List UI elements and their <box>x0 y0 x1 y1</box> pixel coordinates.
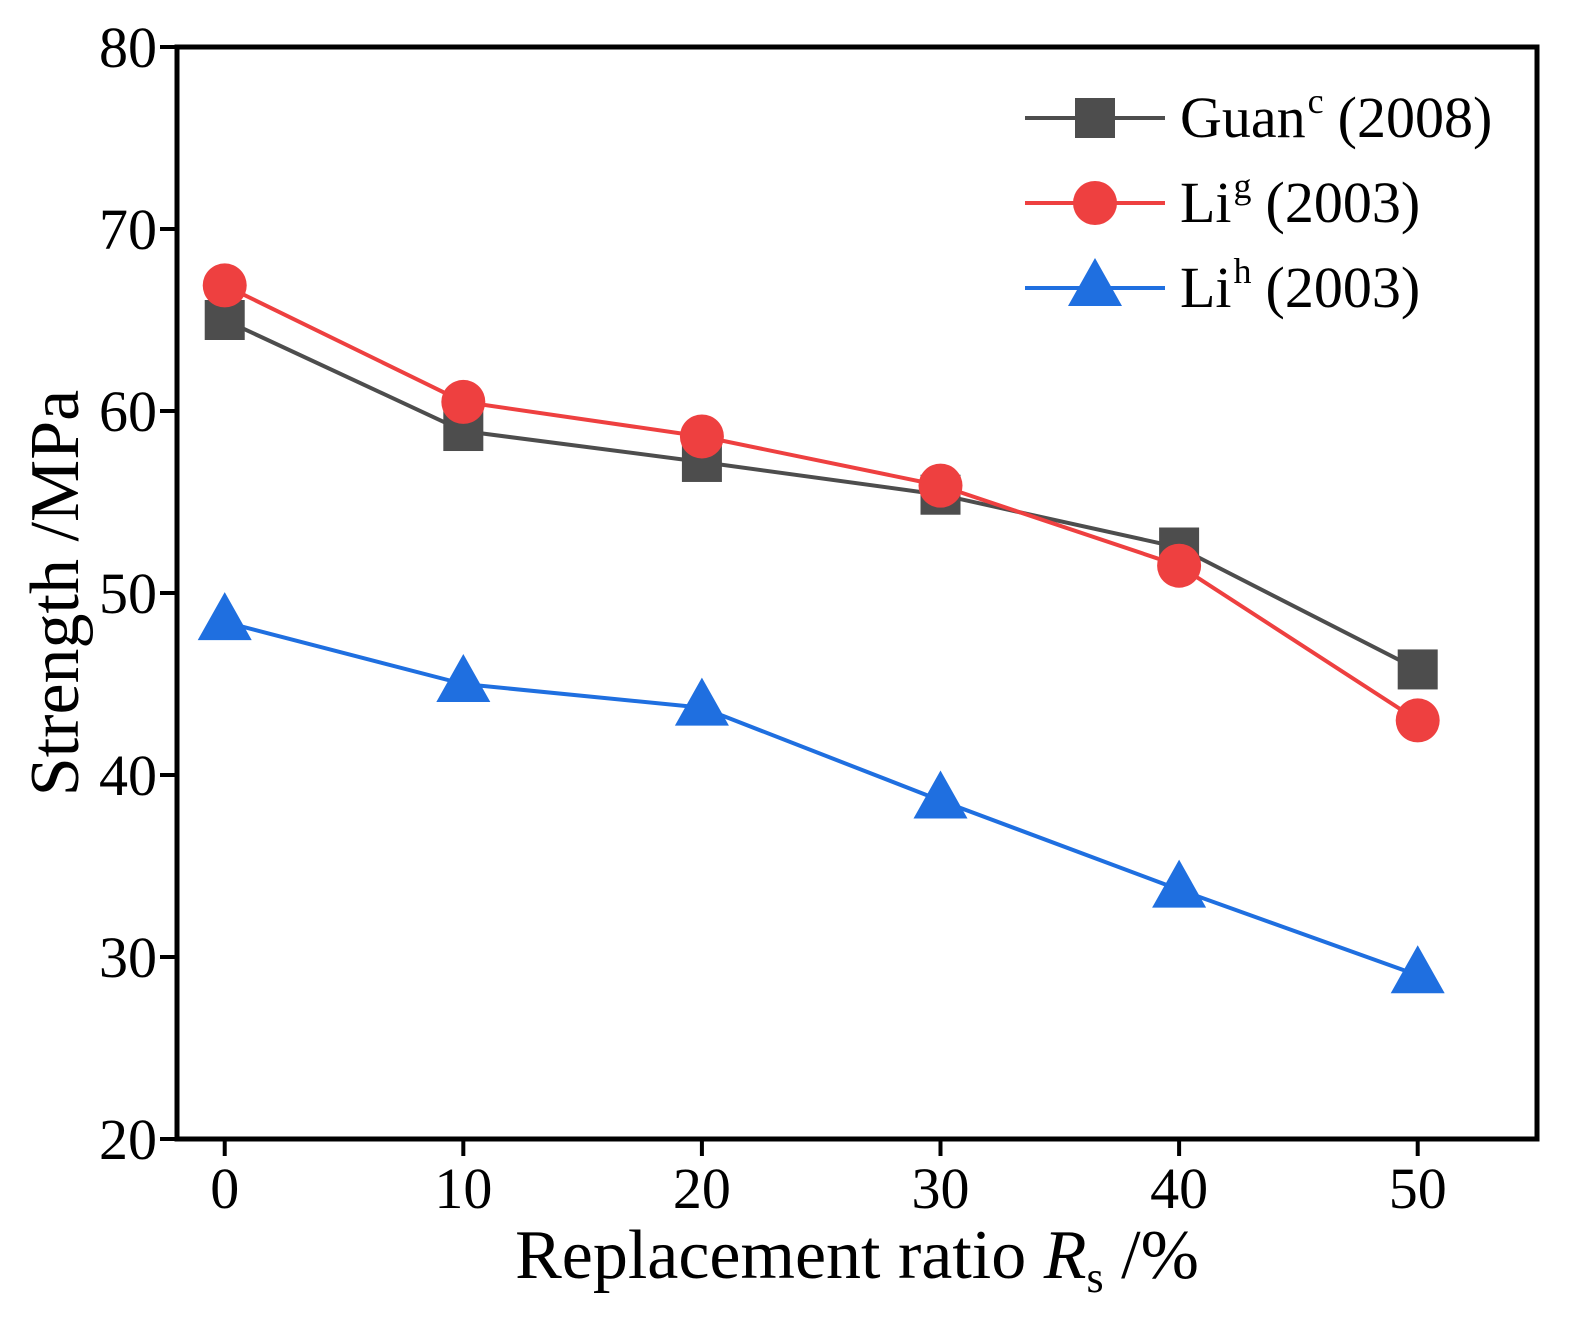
data-point-li-h <box>913 770 968 819</box>
data-point-li-h <box>1152 859 1207 908</box>
legend-label: Guanc (2008) <box>1180 81 1492 150</box>
x-axis-label-subscript: s <box>1087 1253 1104 1302</box>
data-point-li-g <box>679 414 724 459</box>
series-li-g <box>202 263 1440 743</box>
series-line-guan-c <box>223 318 1419 672</box>
legend-series-name: Li <box>1180 255 1232 320</box>
legend-series-superscript: h <box>1234 251 1252 291</box>
legend-marker <box>1068 258 1122 306</box>
series-li-h <box>197 592 1445 994</box>
y-tick-label: 40 <box>99 743 157 808</box>
legend-series-superscript: c <box>1308 81 1324 121</box>
series-line-li-g <box>223 283 1419 723</box>
series-line-li-h <box>224 620 1419 978</box>
x-axis-label-variable: R <box>1043 1217 1087 1294</box>
legend-label: Lih (2003) <box>1180 251 1420 320</box>
x-tick-label: 0 <box>210 1156 239 1221</box>
x-tick-label: 10 <box>434 1156 492 1221</box>
legend-series-name: Guan <box>1180 85 1306 150</box>
y-tick-label: 70 <box>99 197 157 262</box>
x-tick-label: 40 <box>1150 1156 1208 1221</box>
legend-label: Lig (2003) <box>1180 166 1420 235</box>
data-point-li-g <box>441 379 486 424</box>
x-axis-label-text: Replacement ratio <box>515 1217 1044 1294</box>
legend-series-year: (2003) <box>1266 255 1421 320</box>
y-tick-label: 80 <box>99 15 157 80</box>
legend-series-year: (2003) <box>1266 170 1421 235</box>
y-tick-label: 30 <box>99 925 157 990</box>
data-point-li-h <box>436 654 491 702</box>
y-tick-label: 20 <box>99 1107 157 1172</box>
legend-entry-li-g: Lig (2003) <box>1025 166 1420 235</box>
legend-series-year: (2008) <box>1338 85 1493 150</box>
legend: Guanc (2008)Lig (2003)Lih (2003) <box>1025 81 1492 320</box>
legend-entry-guan-c: Guanc (2008) <box>1025 81 1492 150</box>
data-point-li-g <box>918 463 963 508</box>
legend-entry-li-h: Lih (2003) <box>1025 251 1420 320</box>
data-point-li-g <box>202 263 247 308</box>
plot-frame <box>174 44 1540 1142</box>
data-point-li-g <box>1157 543 1202 588</box>
x-tick-label: 50 <box>1389 1156 1447 1221</box>
data-point-li-h <box>674 677 729 726</box>
x-axis-label: Replacement ratio Rs /% <box>515 1217 1199 1302</box>
legend-marker <box>1073 181 1117 225</box>
legend-series-superscript: g <box>1234 166 1252 206</box>
y-axis-label: Strength /MPa <box>17 390 94 796</box>
series-layer <box>197 263 1445 994</box>
legend-series-name: Li <box>1180 170 1232 235</box>
axis-ticks: 20 30 40 50 60 70 80 0 10 20 30 40 50 <box>99 15 1447 1221</box>
legend-marker <box>1075 98 1115 138</box>
y-tick-label: 50 <box>99 561 157 626</box>
x-tick-label: 20 <box>673 1156 731 1221</box>
data-point-li-h <box>197 592 252 641</box>
x-axis-label-unit: /% <box>1104 1217 1199 1294</box>
x-tick-label: 30 <box>912 1156 970 1221</box>
data-point-guan-c <box>1397 649 1438 690</box>
data-point-li-h <box>1390 945 1445 994</box>
data-point-li-g <box>1395 698 1440 743</box>
y-tick-label: 60 <box>99 379 157 444</box>
